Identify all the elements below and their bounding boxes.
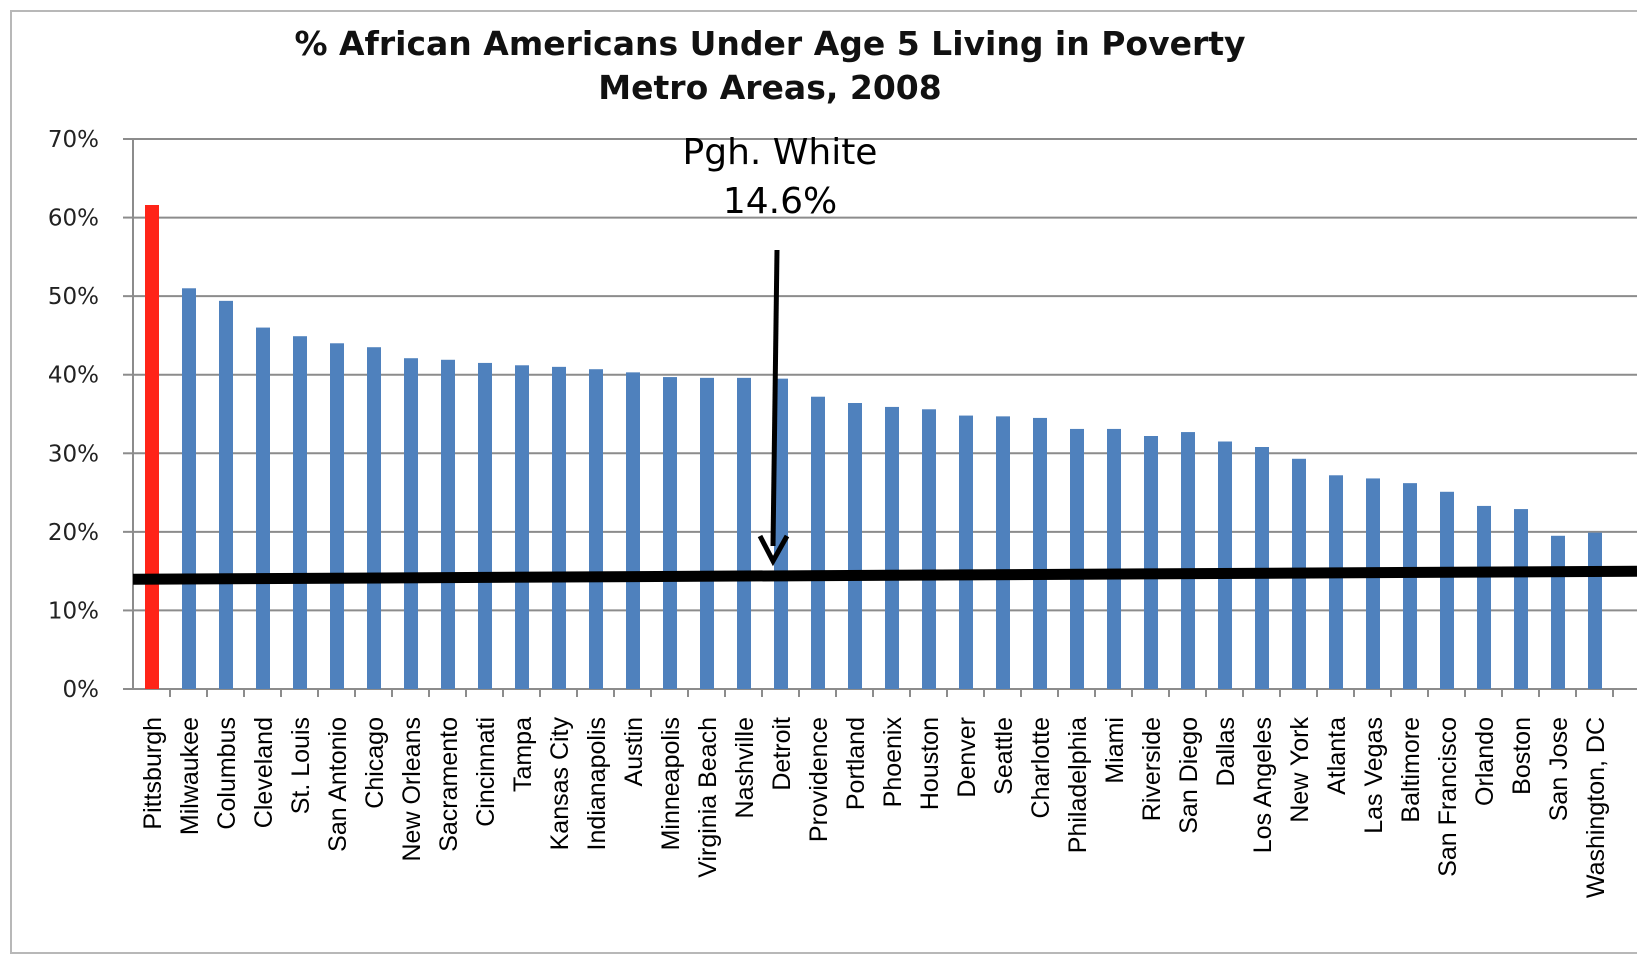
x-tick-label: Chicago xyxy=(361,717,389,809)
bar xyxy=(1588,532,1602,689)
bar xyxy=(515,365,529,689)
annotation-arrow-shaft xyxy=(770,249,780,547)
bar xyxy=(219,300,233,689)
bar xyxy=(1514,509,1528,689)
x-tick-label: Riverside xyxy=(1138,717,1166,821)
x-tick-label: Phoenix xyxy=(879,717,907,808)
x-tick-label: Tampa xyxy=(509,717,537,792)
x-tick-label: Atlanta xyxy=(1323,717,1351,795)
bar xyxy=(1477,505,1491,689)
x-tick-label: Minneapolis xyxy=(657,717,685,850)
x-tick-label: Milwaukee xyxy=(176,717,204,835)
x-tick-label: St. Louis xyxy=(287,717,315,814)
x-tick-label: Washington, DC xyxy=(1582,717,1610,898)
bar xyxy=(959,415,973,689)
x-tick-label: Virginia Beach xyxy=(694,717,722,878)
bar xyxy=(293,336,307,689)
bar xyxy=(1440,491,1454,689)
x-tick-label: New York xyxy=(1286,717,1314,823)
x-tick-label: Cleveland xyxy=(250,717,278,828)
x-tick-label: Houston xyxy=(916,717,944,810)
x-tick-label: Kansas City xyxy=(546,717,574,851)
x-tick-label: Philadelphia xyxy=(1064,717,1092,853)
bar xyxy=(1551,535,1565,689)
bar xyxy=(1403,483,1417,689)
x-tick-label: Austin xyxy=(620,717,648,786)
reference-line xyxy=(132,565,1637,585)
bar xyxy=(1144,436,1158,689)
x-tick-label: Miami xyxy=(1101,717,1129,784)
y-tick-label: 40% xyxy=(48,363,99,389)
x-tick-label: Los Angeles xyxy=(1249,717,1277,853)
x-tick-label: Providence xyxy=(805,717,833,842)
x-tick-label: Portland xyxy=(842,717,870,810)
reference-line-value: 14.6% xyxy=(722,181,838,222)
bar xyxy=(404,358,418,689)
bar xyxy=(441,359,455,689)
bar xyxy=(145,205,159,689)
bar xyxy=(1218,441,1232,689)
x-tick-label: Baltimore xyxy=(1397,717,1425,823)
x-tick-label: Seattle xyxy=(990,717,1018,795)
bar xyxy=(589,369,603,689)
y-tick-label: 0% xyxy=(63,677,100,703)
bar xyxy=(885,406,899,689)
bar xyxy=(182,288,196,689)
x-tick-label: Dallas xyxy=(1212,717,1240,786)
bar xyxy=(1033,417,1047,689)
chart-title: % African Americans Under Age 5 Living i… xyxy=(294,24,1246,63)
annotation-arrowhead xyxy=(757,534,790,567)
bar xyxy=(330,343,344,689)
x-tick-label: San Jose xyxy=(1545,717,1573,821)
bar xyxy=(663,377,677,689)
y-tick-label: 60% xyxy=(48,206,99,232)
y-tick-label: 50% xyxy=(48,284,99,310)
x-tick-label: San Antonio xyxy=(324,717,352,852)
bar xyxy=(1329,475,1343,689)
bar xyxy=(478,362,492,689)
x-tick-label: San Francisco xyxy=(1434,717,1462,877)
bar xyxy=(1070,428,1084,689)
x-tick-label: Columbus xyxy=(213,717,241,830)
x-tick-label: Cincinnati xyxy=(472,717,500,827)
bar xyxy=(256,327,270,689)
x-tick-label: Pittsburgh xyxy=(139,717,167,830)
bar xyxy=(1181,432,1195,689)
x-tick-label: Orlando xyxy=(1471,717,1499,806)
bar xyxy=(1107,428,1121,689)
x-tick-label: Charlotte xyxy=(1027,717,1055,818)
x-tick-label: Nashville xyxy=(731,717,759,818)
bar xyxy=(922,409,936,689)
y-tick-label: 20% xyxy=(48,520,99,546)
bar xyxy=(552,366,566,689)
x-tick-label: Detroit xyxy=(768,717,796,791)
y-tick-label: 10% xyxy=(48,598,99,624)
y-tick-label: 70% xyxy=(48,127,99,153)
bar xyxy=(848,403,862,689)
x-tick-label: Sacramento xyxy=(435,717,463,852)
bar xyxy=(700,377,714,689)
chart-subtitle: Metro Areas, 2008 xyxy=(598,68,942,107)
bar xyxy=(626,372,640,689)
bar xyxy=(367,347,381,689)
x-tick-label: Boston xyxy=(1508,717,1536,795)
x-tick-label: Las Vegas xyxy=(1360,717,1388,834)
y-tick-label: 30% xyxy=(48,441,99,467)
x-tick-label: Denver xyxy=(953,717,981,798)
x-tick-label: Indianapolis xyxy=(583,717,611,850)
bar xyxy=(774,378,788,689)
x-tick-label: San Diego xyxy=(1175,717,1203,834)
bar xyxy=(1366,478,1380,689)
bar xyxy=(737,377,751,689)
bar xyxy=(811,396,825,689)
bar xyxy=(996,416,1010,689)
reference-line-label: Pgh. White xyxy=(682,132,878,173)
x-tick-label: New Orleans xyxy=(398,717,426,862)
